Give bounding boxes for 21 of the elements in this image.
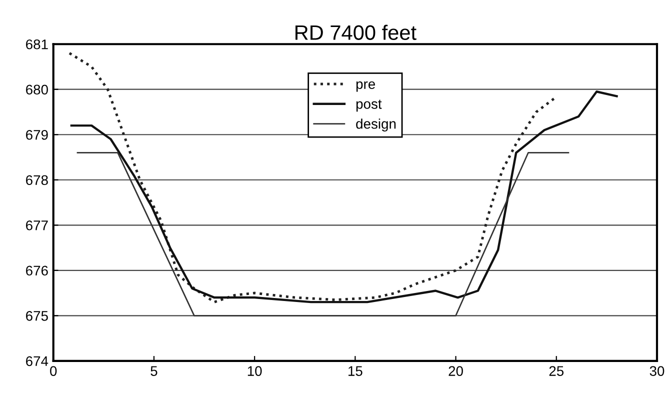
y-tick-label: 680 bbox=[26, 84, 48, 95]
line-series bbox=[70, 90, 618, 304]
y-tick-label: 676 bbox=[26, 266, 48, 276]
legend-label: design bbox=[356, 118, 396, 132]
x-tick-label: 15 bbox=[348, 366, 362, 376]
y-tick-label: 674 bbox=[26, 356, 48, 366]
x-tick-label: 0 bbox=[50, 366, 57, 376]
x-tick-label: 30 bbox=[650, 366, 664, 376]
y-tick-label: 678 bbox=[26, 175, 48, 186]
y-tick-label: 677 bbox=[26, 220, 48, 230]
legend-label: post bbox=[356, 100, 382, 112]
legend-label: pre bbox=[356, 81, 376, 92]
chart-title: RD 7400 feet bbox=[296, 24, 416, 40]
y-tick-label: 675 bbox=[26, 310, 48, 321]
y-tick-label: 679 bbox=[26, 130, 48, 140]
x-tick-label: 20 bbox=[448, 366, 463, 376]
y-tick-label: 681 bbox=[26, 39, 48, 50]
x-tick-label: 25 bbox=[549, 366, 564, 376]
x-tick-label: 5 bbox=[150, 366, 158, 376]
line-series bbox=[68, 52, 556, 304]
x-tick-label: 10 bbox=[248, 366, 262, 376]
